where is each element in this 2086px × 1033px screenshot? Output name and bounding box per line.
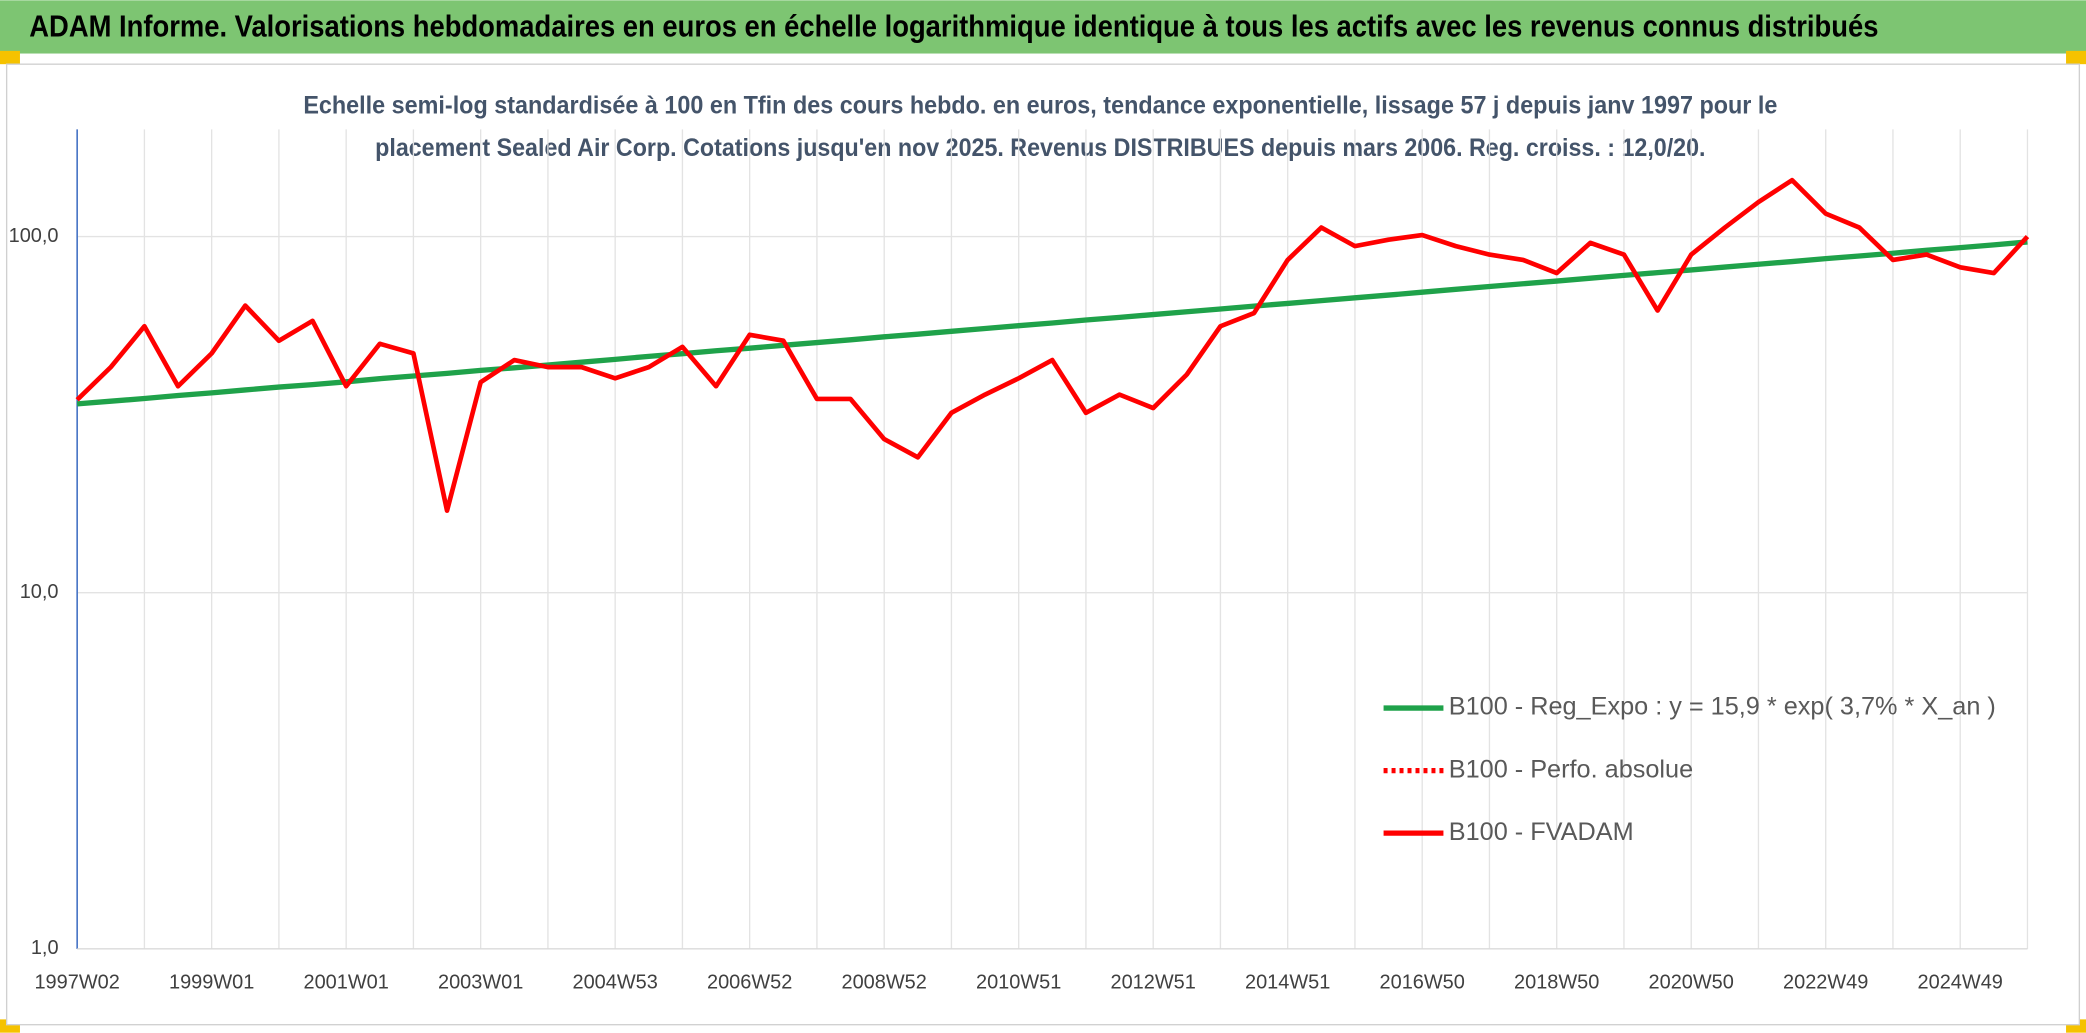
corner <box>2066 50 2086 65</box>
corner <box>0 50 20 65</box>
x-tick-label: 2008W52 <box>842 972 927 994</box>
x-tick-label: 2020W50 <box>1649 972 1734 994</box>
y-tick-label: 1,0 <box>31 937 59 959</box>
x-tick-label: 2014W51 <box>1245 972 1330 994</box>
header-bar <box>0 0 2086 54</box>
chart-subtitle: placement Sealed Air Corp. Cotations jus… <box>375 134 1705 162</box>
series-line <box>75 177 2030 513</box>
x-tick-label: 2006W52 <box>707 972 792 994</box>
x-tick-label: 2012W51 <box>1111 972 1196 994</box>
chart-frame <box>5 63 2081 1026</box>
x-tick-label: 1997W02 <box>34 972 119 994</box>
x-tick-label: 2003W01 <box>438 972 523 994</box>
series-line <box>76 239 2028 407</box>
y-tick-label: 10,0 <box>20 581 59 603</box>
x-tick-label: 1999W01 <box>169 972 254 994</box>
legend-label: B100 - FVADAM <box>1449 818 1634 846</box>
x-tick-label: 2018W50 <box>1514 972 1599 994</box>
x-tick-label: 2010W51 <box>976 972 1061 994</box>
header-title: ADAM Informe. Valorisations hebdomadaire… <box>29 9 1878 43</box>
x-tick-label: 2024W49 <box>1918 972 2003 994</box>
chart-subtitle: Echelle semi-log standardisée à 100 en T… <box>303 91 1777 119</box>
x-tick-label: 2004W53 <box>572 972 657 994</box>
x-tick-label: 2016W50 <box>1380 972 1465 994</box>
y-tick-label: 100,0 <box>9 225 59 247</box>
x-tick-label: 2001W01 <box>303 972 388 994</box>
legend-label: B100 - Perfo. absolue <box>1449 755 1693 783</box>
legend-label: B100 - Reg_Expo : y = 15,9 * exp( 3,7% *… <box>1449 693 1996 721</box>
x-tick-label: 2022W49 <box>1783 972 1868 994</box>
